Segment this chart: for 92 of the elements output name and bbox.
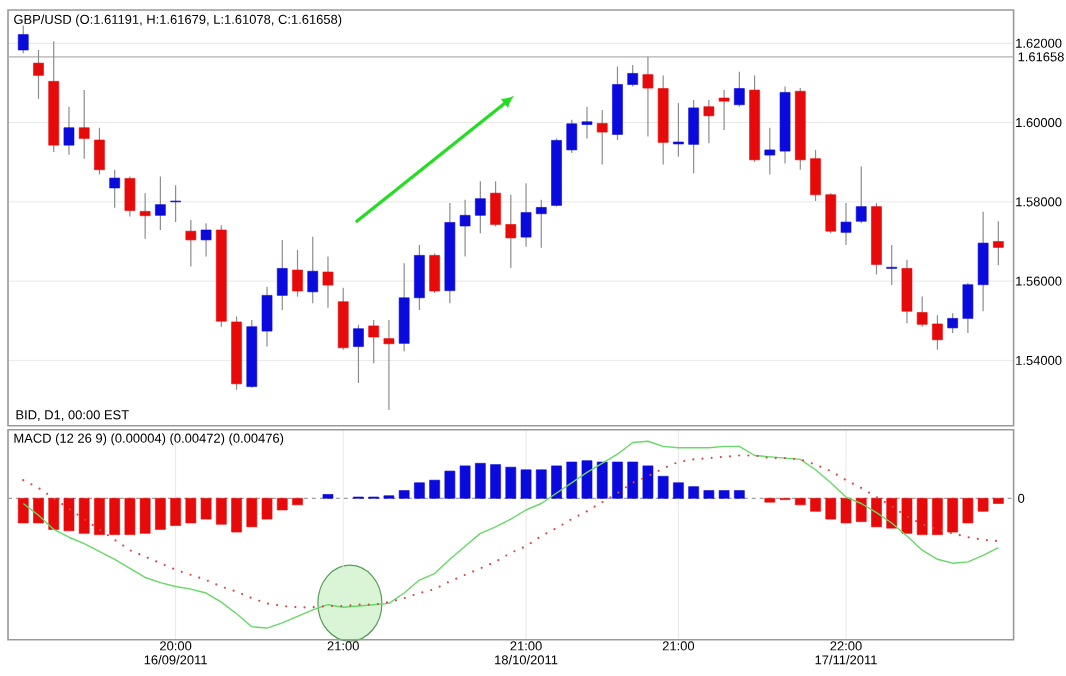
- bar: [871, 498, 882, 528]
- candlestick: [581, 106, 593, 140]
- bar: [33, 498, 44, 524]
- bar: [840, 498, 852, 524]
- candlestick: [734, 71, 745, 108]
- candlestick: [368, 319, 380, 364]
- candlestick: [124, 176, 136, 218]
- candlestick: [185, 219, 197, 268]
- candlestick: [490, 180, 501, 228]
- candlestick: [596, 109, 608, 166]
- candlestick: [322, 256, 334, 309]
- candlestick: [627, 64, 639, 88]
- candlestick: [688, 99, 699, 175]
- candlestick: [292, 249, 303, 298]
- candlestick: [276, 239, 288, 311]
- bar: [475, 463, 486, 499]
- bar: [490, 464, 501, 499]
- candlestick: [17, 24, 29, 54]
- bar: [627, 461, 639, 499]
- candlestick: [94, 127, 105, 176]
- bar: [78, 498, 90, 534]
- bar: [596, 461, 608, 499]
- candlestick: [63, 106, 75, 156]
- bar: [794, 498, 806, 506]
- candlestick: [170, 184, 181, 223]
- candlestick: [78, 89, 90, 160]
- bar: [993, 498, 1004, 504]
- candlestick: [109, 169, 120, 209]
- candlestick: [535, 199, 547, 249]
- candlestick: [718, 89, 730, 131]
- candlestick: [383, 319, 395, 411]
- bar: [535, 469, 547, 499]
- bar: [947, 498, 958, 533]
- bar: [414, 482, 425, 499]
- candlestick: [932, 314, 943, 351]
- bar: [63, 498, 75, 532]
- candlestick: [901, 259, 913, 324]
- bar: [673, 482, 684, 499]
- candlestick: [947, 312, 958, 334]
- candlestick: [840, 202, 852, 246]
- bar: [246, 498, 258, 528]
- bar: [109, 498, 120, 536]
- bar: [48, 498, 60, 530]
- bar: [612, 461, 623, 499]
- bar: [581, 460, 593, 499]
- candlestick: [520, 182, 532, 248]
- bar: [551, 465, 562, 499]
- candlestick: [398, 262, 410, 353]
- candlestick: [200, 222, 212, 258]
- bar: [932, 498, 943, 536]
- bar: [505, 467, 517, 499]
- candlestick: [261, 286, 273, 348]
- candlestick: [810, 149, 821, 202]
- candlestick: [566, 119, 578, 154]
- candlestick: [703, 99, 715, 144]
- bar: [276, 498, 288, 511]
- bar: [216, 498, 227, 525]
- bar: [688, 486, 699, 499]
- bar: [855, 498, 867, 523]
- candlestick: [429, 252, 440, 294]
- bar: [261, 498, 273, 520]
- candlestick: [139, 192, 151, 240]
- bar: [231, 498, 242, 533]
- bar: [429, 479, 440, 499]
- bar: [810, 498, 821, 512]
- bar: [901, 498, 913, 534]
- candlestick: [475, 180, 486, 234]
- candlestick: [33, 49, 44, 100]
- bar: [155, 498, 166, 530]
- candlestick: [353, 324, 364, 384]
- bar: [170, 498, 181, 526]
- candlestick: [916, 296, 928, 328]
- bar: [916, 498, 928, 536]
- bar: [566, 461, 578, 499]
- candlestick: [993, 220, 1004, 266]
- candlestick: [855, 166, 867, 224]
- candlestick: [764, 127, 776, 176]
- bar: [825, 498, 837, 520]
- candlestick: [886, 244, 898, 286]
- candlestick: [414, 244, 425, 311]
- candlestick: [155, 176, 166, 231]
- candlestick: [337, 287, 349, 351]
- bar: [94, 498, 105, 536]
- bar: [520, 469, 532, 499]
- candlestick: [307, 236, 319, 305]
- candlestick: [673, 102, 684, 158]
- candlestick: [505, 194, 517, 269]
- bar: [886, 498, 898, 529]
- bar: [734, 490, 745, 499]
- candlestick: [825, 192, 837, 234]
- bar: [292, 498, 303, 506]
- bar: [17, 498, 29, 524]
